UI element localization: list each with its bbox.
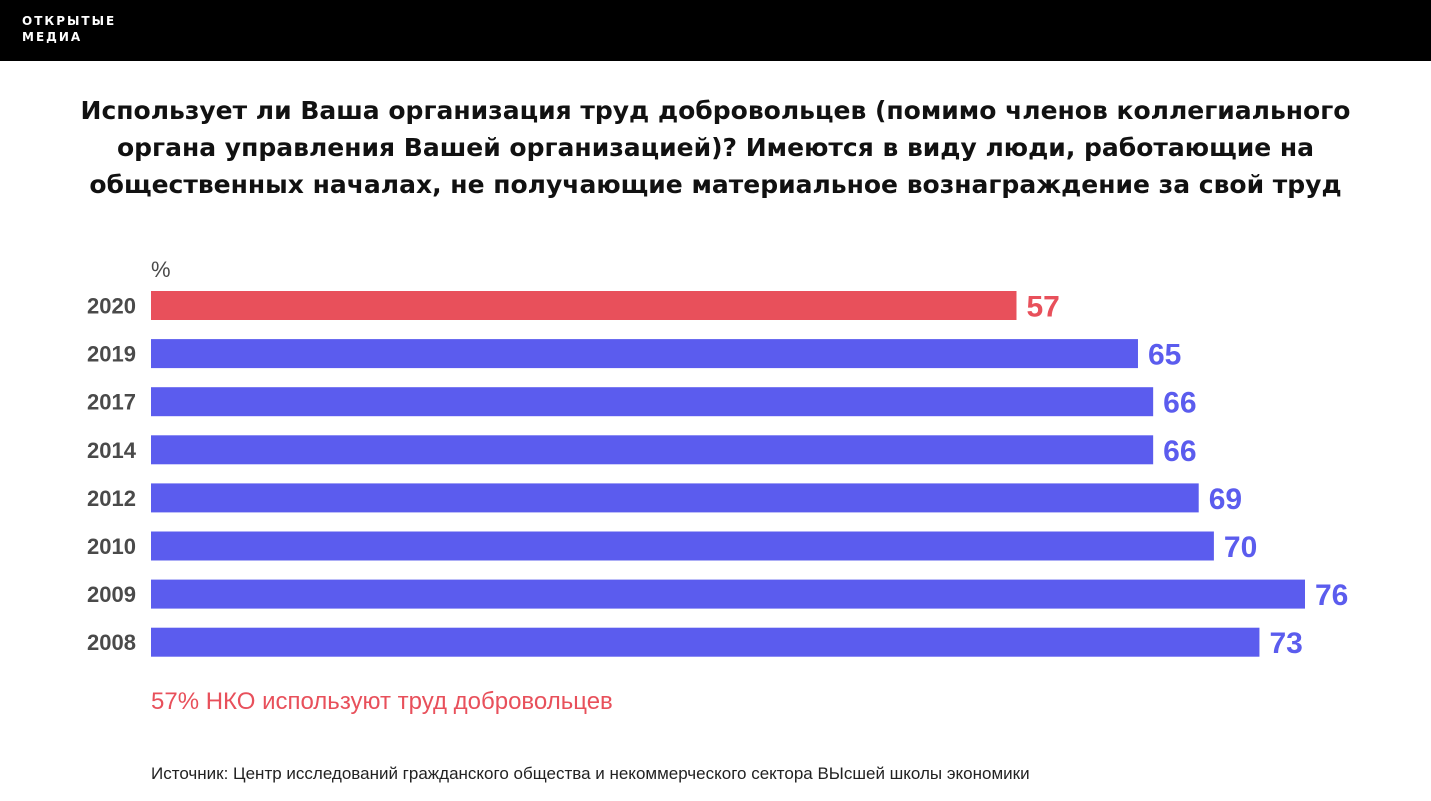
category-label-2012: 2012 bbox=[87, 486, 136, 511]
bar-2009 bbox=[151, 579, 1305, 609]
value-label-2017: 66 bbox=[1163, 387, 1196, 420]
unit-label: % bbox=[151, 257, 171, 282]
value-label-2009: 76 bbox=[1315, 579, 1348, 612]
bar-chart: % 2020 57 2019 65 2017 66 2014 66 2012 69 2010 70 20… bbox=[87, 257, 1348, 660]
value-label-2008: 73 bbox=[1269, 627, 1302, 660]
value-label-2014: 66 bbox=[1163, 435, 1196, 468]
bar-2008 bbox=[151, 627, 1260, 657]
category-label-2014: 2014 bbox=[87, 438, 137, 463]
bar-2017 bbox=[151, 387, 1154, 417]
category-label-2010: 2010 bbox=[87, 534, 136, 559]
bar-2019 bbox=[151, 339, 1138, 369]
value-label-2020: 57 bbox=[1027, 291, 1060, 324]
value-label-2010: 70 bbox=[1224, 531, 1257, 564]
header-bar: ОТКРЫТЫЕ МЕДИА bbox=[0, 0, 1431, 61]
category-label-2009: 2009 bbox=[87, 582, 136, 607]
bar-2014 bbox=[151, 435, 1154, 465]
bar-2012 bbox=[151, 483, 1199, 513]
source-note: Источник: Центр исследований гражданског… bbox=[151, 764, 1030, 783]
brand-line-2: МЕДИА bbox=[22, 30, 83, 44]
brand-logo[interactable]: ОТКРЫТЫЕ МЕДИА bbox=[22, 13, 116, 45]
category-label-2008: 2008 bbox=[87, 630, 136, 655]
category-label-2020: 2020 bbox=[87, 294, 136, 319]
value-label-2012: 69 bbox=[1209, 483, 1242, 516]
category-label-2019: 2019 bbox=[87, 342, 136, 367]
summary-note: 57% НКО используют труд добровольцев bbox=[151, 688, 613, 715]
category-label-2017: 2017 bbox=[87, 390, 136, 415]
brand-line-1: ОТКРЫТЫЕ bbox=[22, 14, 117, 28]
bar-2020 bbox=[151, 291, 1017, 320]
bar-2010 bbox=[151, 531, 1214, 561]
chart-title: Использует ли Ваша организация труд добр… bbox=[80, 96, 1351, 199]
value-label-2019: 65 bbox=[1148, 339, 1181, 372]
